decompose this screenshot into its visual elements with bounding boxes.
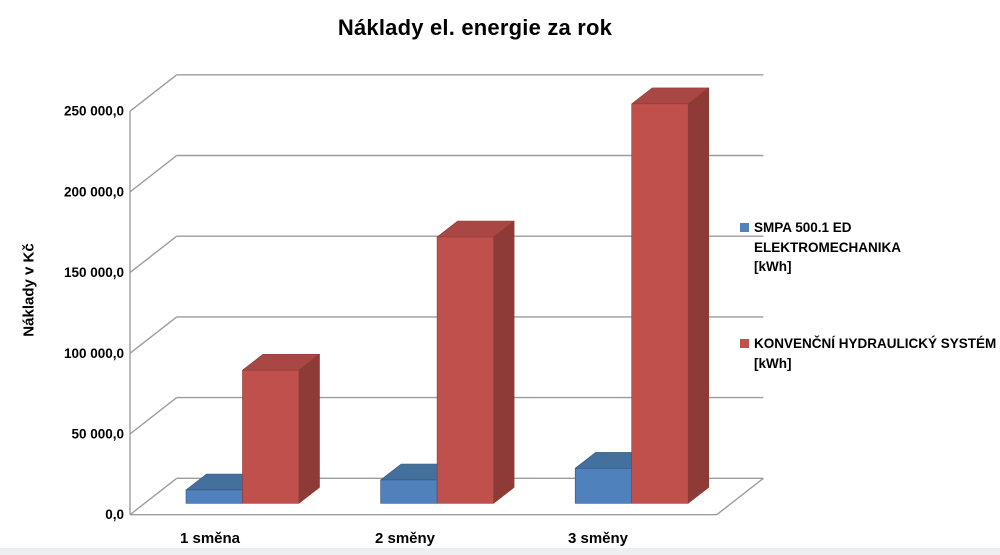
x-category-label-1: 2 směny [375,530,436,547]
bar-front-s2-c1 [242,369,300,504]
y-tick-label-4: 200 000,0 [64,184,124,199]
legend-entry-series-1: SMPA 500.1 ED ELEKTROMECHANIKA [kWh] [740,218,901,277]
gridline-side-2 [129,316,178,354]
bar-front-s1-c3 [574,467,633,504]
y-tick-label-3: 150 000,0 [64,265,124,280]
chart-title: Náklady el. energie za rok [337,15,613,40]
legend-line: SMPA 500.1 ED [754,220,852,235]
legend-label-series-2: KONVENČNÍ HYDRAULICKÝ SYSTÉM [kWh] [754,334,996,373]
legend-entry-series-2: KONVENČNÍ HYDRAULICKÝ SYSTÉM [kWh] [740,334,996,373]
gridline-side-3 [129,235,178,274]
legend-swatch-blue-icon [740,223,749,232]
bar-front-s1-c2 [380,479,438,504]
gridline-side-5 [129,74,178,112]
legend-label-series-1: SMPA 500.1 ED ELEKTROMECHANIKA [kWh] [754,218,901,277]
gridline-side-4 [129,154,178,193]
bar-side-s2-c3 [687,87,709,504]
gridline-side-1 [129,397,178,435]
y-tick-label-0: 0,0 [105,507,124,522]
bar-front-s2-c3 [631,103,689,504]
legend-line: KONVENČNÍ HYDRAULICKÝ SYSTÉM [754,336,997,351]
legend-line: [kWh] [754,355,792,371]
bar-front-s2-c2 [436,236,494,504]
bar-side-s2-c2 [493,220,515,504]
x-category-label-2: 3 směny [568,530,629,547]
legend-swatch-red-icon [740,339,749,348]
y-tick-label-2: 100 000,0 [64,346,124,361]
bar-side-s2-c1 [298,353,320,504]
legend-line: ELEKTROMECHANIKA [754,239,901,255]
x-category-label-0: 1 směna [180,530,241,547]
legend-line: [kWh] [754,259,792,274]
gridline-side-0 [129,477,178,516]
floor-right-edge [716,477,764,516]
y-tick-label-5: 250 000,0 [64,104,124,119]
bottom-edge-strip [0,548,1000,555]
bar-front-s1-c1 [185,489,243,504]
y-tick-label-1: 50 000,0 [71,427,124,442]
